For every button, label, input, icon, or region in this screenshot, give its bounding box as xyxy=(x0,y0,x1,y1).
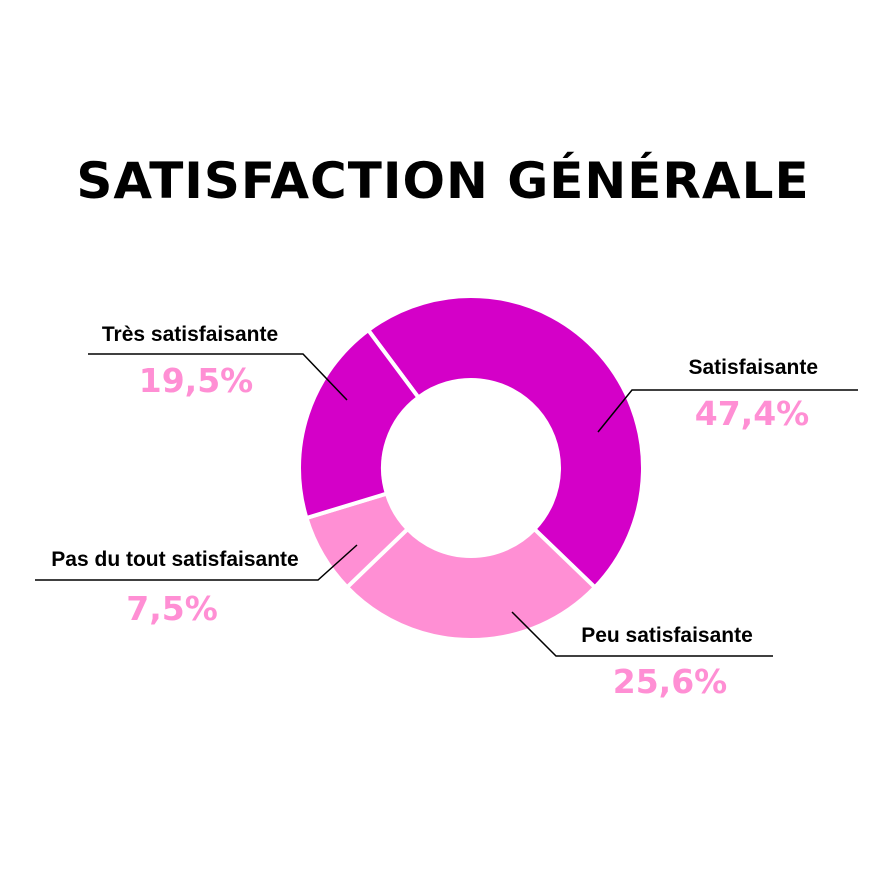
donut-slice xyxy=(344,526,598,642)
leader-line xyxy=(511,611,773,657)
legend-label: Très satisfaisante xyxy=(102,323,278,346)
leader-line xyxy=(597,389,858,433)
donut-slice xyxy=(297,327,422,521)
leader-line xyxy=(35,544,358,581)
legend-label: Peu satisfaisante xyxy=(581,624,753,647)
chart-title: SATISFACTION GÉNÉRALE xyxy=(76,151,809,210)
value-label: 25,6% xyxy=(613,662,728,701)
donut-slice xyxy=(365,294,645,591)
value-label: 47,4% xyxy=(695,394,810,433)
value-label: 7,5% xyxy=(126,589,218,628)
legend-label: Satisfaisante xyxy=(688,356,818,379)
legend-label: Pas du tout satisfaisante xyxy=(51,548,298,571)
leader-line xyxy=(88,353,348,401)
value-label: 19,5% xyxy=(139,361,254,400)
